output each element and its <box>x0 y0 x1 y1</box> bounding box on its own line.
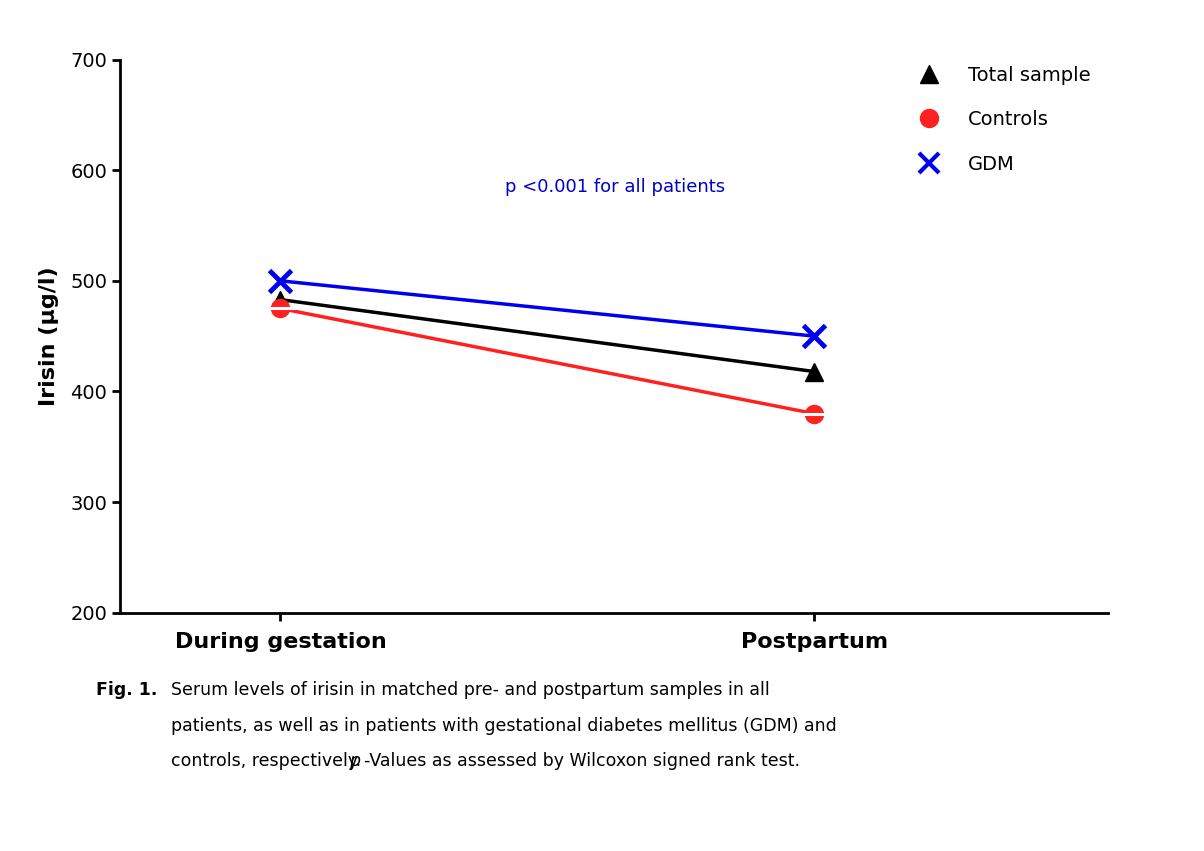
Legend: Total sample, Controls, GDM: Total sample, Controls, GDM <box>902 58 1098 181</box>
Text: controls, respectively.: controls, respectively. <box>171 752 366 770</box>
Y-axis label: Irisin (μg/l): Irisin (μg/l) <box>39 266 59 406</box>
Text: Fig. 1.: Fig. 1. <box>96 681 158 699</box>
Text: p: p <box>349 752 360 770</box>
Text: -Values as assessed by Wilcoxon signed rank test.: -Values as assessed by Wilcoxon signed r… <box>364 752 799 770</box>
Text: Serum levels of irisin in matched pre- and postpartum samples in all: Serum levels of irisin in matched pre- a… <box>171 681 769 699</box>
Text: patients, as well as in patients with gestational diabetes mellitus (GDM) and: patients, as well as in patients with ge… <box>171 717 837 734</box>
Text: p <0.001 for all patients: p <0.001 for all patients <box>504 179 725 197</box>
